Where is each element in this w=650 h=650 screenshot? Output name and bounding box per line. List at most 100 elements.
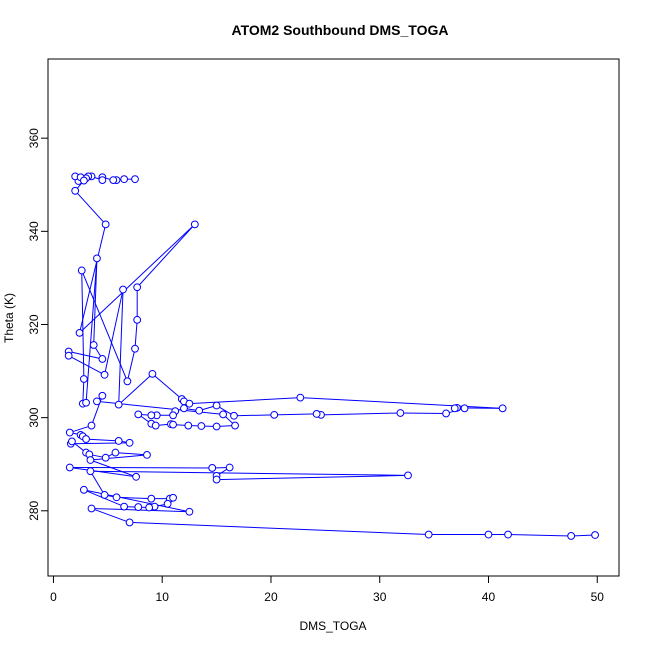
- data-point: [77, 266, 86, 275]
- data-point: [404, 471, 412, 480]
- x-tick-label: 40: [482, 590, 496, 604]
- series-segment: [81, 270, 85, 379]
- series-segment: [90, 470, 409, 476]
- data-point: [79, 375, 88, 383]
- data-point: [498, 404, 507, 413]
- series-segment: [104, 289, 124, 375]
- data-point: [89, 341, 98, 349]
- data-point: [123, 377, 132, 386]
- data-point: [87, 504, 96, 513]
- x-axis-label: DMS_TOGA: [299, 619, 366, 633]
- x-tick-label: 30: [373, 590, 387, 604]
- data-point: [101, 220, 110, 229]
- data-point: [225, 463, 234, 472]
- data-point: [65, 463, 74, 472]
- data-point: [147, 411, 156, 420]
- data-point: [450, 404, 459, 413]
- data-point: [112, 493, 121, 502]
- series-segment: [90, 459, 137, 478]
- series-segment: [86, 438, 119, 442]
- series-segment: [85, 258, 98, 403]
- data-point: [312, 410, 321, 418]
- data-point: [82, 398, 90, 407]
- x-tick-label: 20: [264, 590, 278, 604]
- data-point: [396, 409, 405, 417]
- series-segment: [129, 521, 429, 536]
- y-axis: 280 300 320 340 360: [27, 128, 49, 521]
- series-layer: [64, 172, 599, 540]
- data-point: [212, 475, 221, 484]
- data-point: [212, 422, 221, 431]
- series-segment: [69, 466, 137, 478]
- data-point: [219, 410, 228, 419]
- data-point: [65, 428, 74, 437]
- data-point: [460, 404, 469, 413]
- series-segment: [89, 470, 105, 496]
- series-segment: [79, 224, 107, 333]
- data-point: [120, 175, 129, 184]
- series-segment: [274, 413, 317, 416]
- data-point: [86, 467, 95, 476]
- x-tick-label: 10: [156, 590, 170, 604]
- data-point: [270, 410, 279, 419]
- data-point: [75, 328, 84, 337]
- y-tick-label: 280: [27, 500, 41, 520]
- y-tick-label: 340: [27, 221, 41, 241]
- series-segment: [118, 289, 124, 405]
- series-segment: [93, 258, 98, 345]
- data-point: [98, 176, 107, 184]
- series-segment: [126, 348, 136, 382]
- data-point: [184, 421, 193, 430]
- y-axis-label: Theta (K): [2, 293, 16, 343]
- data-point: [169, 420, 177, 429]
- series-segment: [82, 378, 85, 404]
- data-point: [98, 355, 107, 363]
- data-point: [109, 176, 118, 184]
- data-point: [134, 410, 143, 419]
- data-point: [131, 175, 139, 184]
- series-segment: [571, 534, 596, 537]
- series-segment: [68, 355, 105, 376]
- data-point: [195, 406, 204, 415]
- data-point: [114, 437, 123, 445]
- series-segment: [189, 397, 301, 405]
- data-point: [484, 530, 493, 539]
- series-segment: [320, 412, 401, 416]
- data-point: [151, 421, 160, 430]
- series-segment: [115, 452, 148, 456]
- data-point: [296, 393, 305, 402]
- x-tick-label: 0: [50, 590, 57, 604]
- data-point: [163, 499, 172, 508]
- data-point: [79, 485, 88, 494]
- series-segment: [300, 397, 503, 409]
- data-point: [93, 254, 101, 263]
- y-tick-label: 360: [27, 128, 41, 148]
- data-point: [133, 283, 142, 292]
- x-tick-label: 50: [591, 590, 605, 604]
- data-point: [125, 518, 134, 527]
- data-point: [143, 451, 151, 459]
- data-point: [504, 530, 512, 539]
- data-point: [180, 404, 188, 413]
- y-tick-label: 300: [27, 407, 41, 427]
- data-point: [185, 399, 194, 408]
- series-segment: [134, 319, 138, 349]
- y-tick-label: 320: [27, 314, 41, 334]
- data-point: [71, 186, 80, 195]
- data-point: [100, 491, 109, 499]
- series-segment: [68, 351, 103, 360]
- data-point: [125, 438, 134, 447]
- data-point: [190, 220, 199, 229]
- data-point: [114, 400, 123, 409]
- data-point: [133, 315, 142, 324]
- data-point: [169, 411, 177, 420]
- series-segment: [216, 474, 409, 481]
- series-segment: [91, 507, 130, 523]
- data-point: [87, 421, 96, 430]
- series-segment: [508, 534, 572, 537]
- data-point: [98, 391, 107, 400]
- data-point: [93, 397, 101, 406]
- series-segment: [74, 190, 107, 225]
- data-point: [567, 532, 576, 540]
